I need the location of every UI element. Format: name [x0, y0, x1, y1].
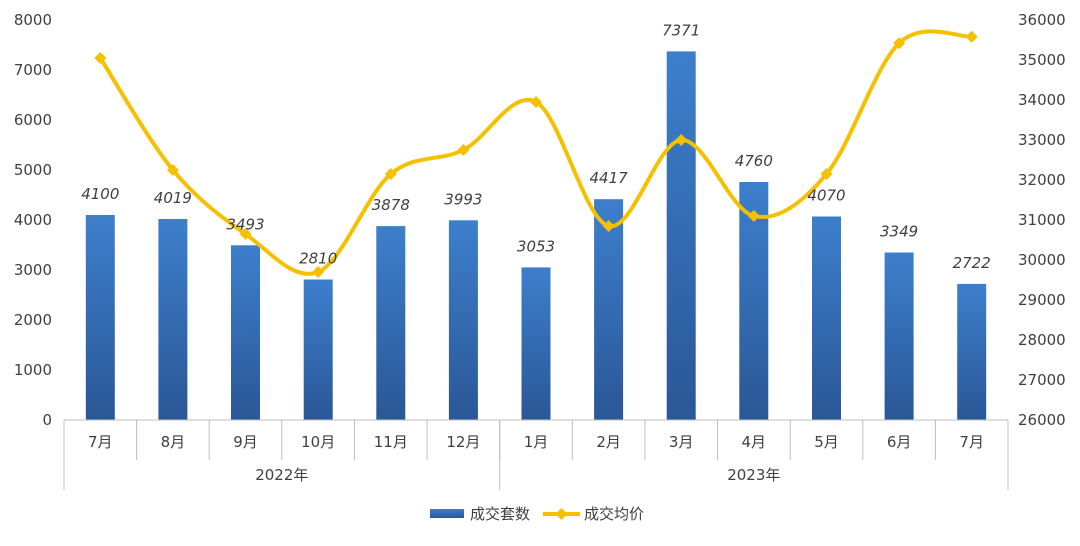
line-marker-6: [457, 144, 470, 156]
bar-12: [884, 252, 914, 420]
line-marker-8: [602, 220, 615, 232]
bars-layer: [85, 51, 987, 421]
line-marker-11: [820, 168, 833, 180]
category-label: 11月: [374, 433, 408, 451]
left-tick-label: 1000: [14, 361, 52, 379]
left-tick-label: 7000: [14, 61, 52, 79]
bar-data-label: 3053: [517, 237, 555, 255]
bar-data-label: 2722: [953, 254, 991, 272]
bar-11: [812, 216, 841, 420]
axes-layer: 0 1000 2000 3000 4000 5000 6000 7000 8000 26000 27…: [14, 11, 1066, 490]
category-label: 6月: [887, 433, 912, 451]
category-label: 5月: [814, 433, 839, 451]
group-label: 2022年: [255, 466, 308, 484]
bar-data-label: 3993: [444, 190, 482, 208]
right-tick-label: 35000: [1018, 51, 1066, 69]
bar-7: [521, 267, 551, 420]
left-tick-label: 0: [42, 411, 52, 429]
category-label: 2月: [596, 433, 621, 451]
category-label: 7月: [88, 433, 113, 451]
right-tick-label: 28000: [1018, 331, 1066, 349]
bar-data-label: 4070: [807, 187, 845, 205]
category-label: 1月: [524, 433, 549, 451]
data-labels-layer: 4100 4019 3493 2810 3878 3993 3053 4417 7371 4760…: [81, 21, 991, 272]
bar-13: [957, 283, 987, 420]
line-marker-7: [530, 96, 542, 108]
right-tick-label: 34000: [1018, 91, 1066, 109]
left-tick-label: 6000: [14, 111, 52, 129]
bar-8: [594, 199, 624, 420]
left-tick-label: 5000: [14, 161, 52, 179]
bar-1: [85, 215, 115, 420]
bar-data-label: 3878: [372, 196, 410, 214]
category-label: 9月: [233, 433, 258, 451]
bar-6: [448, 220, 478, 420]
left-tick-label: 8000: [14, 11, 52, 29]
legend-bar-label: 成交套数: [470, 505, 530, 523]
right-tick-label: 31000: [1018, 211, 1066, 229]
right-tick-label: 27000: [1018, 371, 1066, 389]
bar-5: [376, 226, 406, 420]
legend: 成交套数 成交均价: [430, 505, 644, 523]
bar-data-label: 4760: [735, 152, 773, 170]
left-tick-label: 4000: [14, 211, 52, 229]
bar-data-label: 4100: [81, 185, 119, 203]
left-tick-label: 3000: [14, 261, 52, 279]
legend-line-marker: [555, 508, 568, 520]
line-marker-10: [747, 210, 760, 222]
left-tick-label: 2000: [14, 311, 52, 329]
line-layer: [94, 29, 978, 278]
right-tick-label: 26000: [1018, 411, 1066, 429]
line-marker-4: [312, 266, 325, 278]
legend-line-label: 成交均价: [584, 505, 644, 523]
category-label: 3月: [669, 433, 694, 451]
legend-bar-swatch: [430, 509, 464, 518]
bar-3: [231, 245, 260, 420]
category-label: 4月: [742, 433, 767, 451]
line-marker-3: [239, 228, 252, 240]
bar-2: [158, 219, 188, 420]
right-tick-label: 33000: [1018, 131, 1066, 149]
bar-data-label: 7371: [662, 21, 700, 39]
category-label: 8月: [161, 433, 186, 451]
line-marker-5: [384, 168, 397, 180]
bar-data-label: 3493: [226, 215, 264, 233]
line-marker-2: [166, 164, 179, 176]
category-label: 12月: [446, 433, 480, 451]
right-tick-label: 30000: [1018, 251, 1066, 269]
bar-data-label: 4019: [154, 189, 192, 207]
bar-4: [303, 279, 333, 420]
bar-data-label: 3349: [880, 223, 918, 241]
line-marker-12: [893, 37, 906, 50]
bar-9: [666, 51, 696, 421]
right-tick-label: 32000: [1018, 171, 1066, 189]
bar-data-label: 2810: [299, 250, 337, 268]
right-tick-label: 36000: [1018, 11, 1066, 29]
group-label: 2023年: [727, 466, 780, 484]
category-label: 7月: [959, 433, 984, 451]
category-label: 10月: [301, 433, 335, 451]
bar-data-label: 4417: [590, 169, 629, 187]
right-tick-label: 29000: [1018, 291, 1066, 309]
line-marker-1: [94, 52, 107, 64]
line-marker-9: [675, 134, 688, 146]
line-marker-13: [965, 30, 978, 43]
